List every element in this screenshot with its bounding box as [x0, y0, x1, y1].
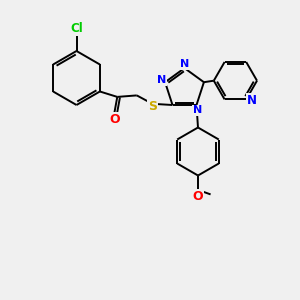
Text: N: N: [180, 59, 189, 69]
Text: S: S: [148, 100, 158, 113]
Text: O: O: [193, 190, 203, 203]
Text: N: N: [194, 105, 202, 116]
Text: O: O: [109, 113, 120, 127]
Text: N: N: [157, 75, 166, 85]
Text: N: N: [247, 94, 256, 107]
Text: Cl: Cl: [70, 22, 83, 35]
